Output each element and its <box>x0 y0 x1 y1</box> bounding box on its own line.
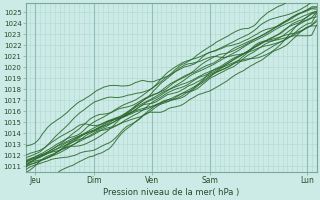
X-axis label: Pression niveau de la mer( hPa ): Pression niveau de la mer( hPa ) <box>103 188 239 197</box>
